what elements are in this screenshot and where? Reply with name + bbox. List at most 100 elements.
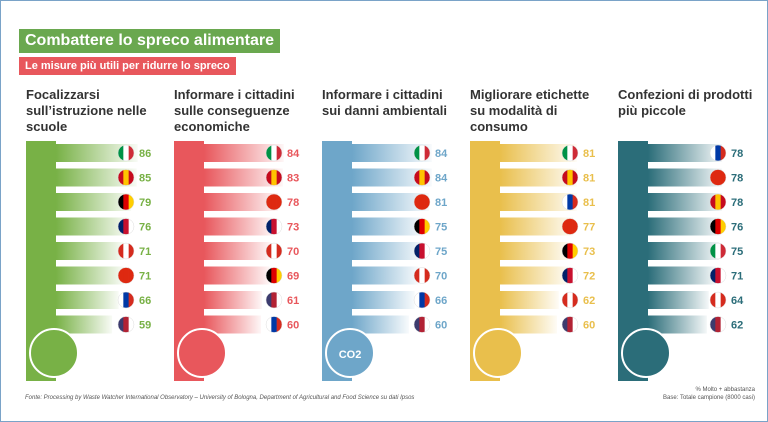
flag xyxy=(710,169,726,186)
flag-stripe xyxy=(266,292,272,308)
flag-stripe xyxy=(720,267,726,284)
flag-stripe xyxy=(266,218,272,235)
icon-label: CO2 xyxy=(339,349,362,361)
flag-stripe xyxy=(118,243,124,259)
flag xyxy=(710,145,726,161)
flag-ring xyxy=(413,316,431,333)
flag xyxy=(710,316,726,333)
flag-ring xyxy=(117,193,135,211)
flag-stripe xyxy=(276,243,282,259)
flag xyxy=(266,145,282,161)
flag-stripe xyxy=(276,218,282,235)
flag-stripe xyxy=(128,316,134,333)
flag-stripe xyxy=(715,316,721,333)
flag-ring xyxy=(561,242,579,260)
bar xyxy=(204,266,270,285)
flag-ring xyxy=(265,218,283,235)
flag xyxy=(562,292,578,308)
flag-ring xyxy=(413,144,431,162)
value-label: 84 xyxy=(435,148,448,160)
value-label: 81 xyxy=(435,197,447,209)
flag-stripe xyxy=(118,194,124,210)
flag-ring xyxy=(709,193,727,211)
flag xyxy=(414,218,430,235)
flag-ring xyxy=(709,169,727,186)
value-label: 78 xyxy=(287,197,299,209)
flag-stripe xyxy=(123,194,129,210)
bar xyxy=(204,291,262,309)
flag-stripe xyxy=(271,145,277,161)
panel-title: Migliorare etichette su modalità di cons… xyxy=(470,87,590,134)
flag-stripe xyxy=(276,292,282,308)
value-label: 66 xyxy=(435,295,447,307)
value-label: 75 xyxy=(731,246,743,258)
flag-stripe xyxy=(567,292,573,308)
flag-stripe xyxy=(562,243,568,259)
flag-stripe xyxy=(123,267,129,284)
bar xyxy=(56,315,113,334)
flag-ring xyxy=(265,291,283,309)
flag-stripe xyxy=(123,169,129,186)
icon xyxy=(325,328,375,378)
flag-stripe xyxy=(271,218,277,235)
flag-ring xyxy=(117,316,135,333)
flag-stripe xyxy=(128,292,134,308)
flag-stripe xyxy=(567,243,573,259)
bar xyxy=(352,217,424,236)
bar xyxy=(204,217,274,236)
flag xyxy=(710,292,726,308)
flag-ring xyxy=(265,316,283,333)
value-label: 76 xyxy=(731,221,743,233)
flag-ring xyxy=(413,193,431,211)
bar xyxy=(204,242,271,260)
flag-stripe xyxy=(271,267,277,284)
flag-stripe xyxy=(414,145,420,161)
flag-stripe xyxy=(720,218,726,235)
flag-stripe xyxy=(567,145,573,161)
value-label: 79 xyxy=(139,197,151,209)
flag-stripe xyxy=(419,243,425,259)
flag xyxy=(266,267,282,284)
bar xyxy=(500,242,570,260)
flag-stripe xyxy=(118,145,124,161)
bar xyxy=(500,193,577,211)
value-label: 71 xyxy=(139,270,151,282)
value-label: 75 xyxy=(435,246,447,258)
bar xyxy=(648,242,720,260)
flag-ring xyxy=(413,218,431,235)
flag-stripe xyxy=(715,145,721,161)
value-label: 72 xyxy=(583,270,595,282)
bar xyxy=(648,217,721,236)
flag-stripe xyxy=(424,194,430,210)
flag-ring xyxy=(709,267,727,284)
flag-stripe xyxy=(414,169,420,186)
flag-stripe xyxy=(567,218,573,235)
flag-stripe xyxy=(424,243,430,259)
flag-stripe xyxy=(266,194,272,210)
flag-stripe xyxy=(424,145,430,161)
flag-stripe xyxy=(276,316,282,333)
flag-ring xyxy=(709,144,727,162)
bar xyxy=(204,315,261,334)
flag-stripe xyxy=(567,194,573,210)
base: Base: Totale campione (8000 casi) xyxy=(663,395,755,401)
value-label: 78 xyxy=(731,148,743,160)
flag-stripe xyxy=(118,169,124,186)
bar xyxy=(500,217,574,236)
bar xyxy=(56,168,137,187)
flag-stripe xyxy=(572,292,578,308)
flag xyxy=(414,316,430,333)
flag-stripe xyxy=(567,169,573,186)
value-label: 70 xyxy=(287,246,299,258)
flag xyxy=(414,194,430,210)
flag-stripe xyxy=(572,169,578,186)
flag-stripe xyxy=(123,218,129,235)
flag-stripe xyxy=(266,316,272,333)
bar xyxy=(352,193,429,211)
flag-ring xyxy=(561,144,579,162)
value-label: 73 xyxy=(583,246,595,258)
flag-stripe xyxy=(715,194,721,210)
source: Fonte: Processing by Waste Watcher Inter… xyxy=(25,395,415,401)
value-label: 83 xyxy=(287,172,299,184)
flag-stripe xyxy=(710,218,716,235)
